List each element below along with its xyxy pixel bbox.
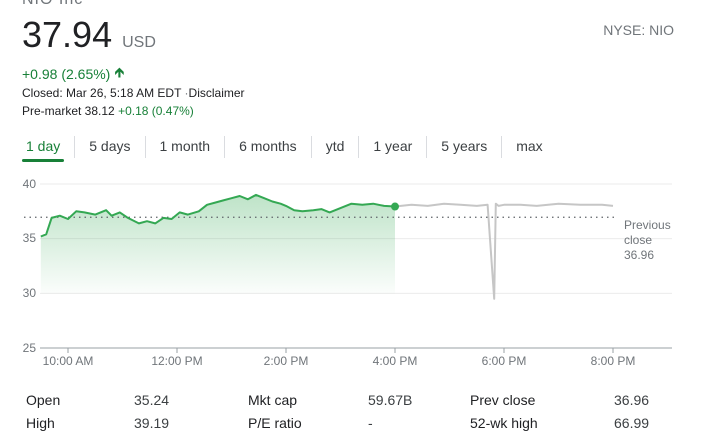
regular-session-area [40, 194, 396, 294]
stat-label-pe-ratio: P/E ratio [248, 415, 302, 431]
x-tick-label: 10:00 AM [43, 354, 94, 368]
currency: USD [122, 34, 156, 51]
stat-label-prev-close: Prev close [470, 392, 536, 408]
x-axis: 10:00 AM 12:00 PM 2:00 PM 4:00 PM 6:00 P… [43, 348, 636, 368]
prev-close-label-line1: Previous [624, 218, 671, 232]
x-tick-label: 12:00 PM [151, 354, 202, 368]
market-status: Closed: Mar 26, 5:18 AM EDT ·Disclaimer [22, 86, 245, 100]
tab-5-years[interactable]: 5 years [426, 136, 501, 158]
price-row: 37.94 USD [22, 14, 156, 56]
company-name: NIO Inc [22, 0, 83, 9]
tab-1-year[interactable]: 1 year [358, 136, 426, 158]
x-tick-label: 2:00 PM [264, 354, 309, 368]
stats-row: High 39.19 P/E ratio - 52-wk high 66.99 [26, 415, 676, 438]
arrow-up-icon: 🡹 [114, 64, 125, 80]
current-price: 37.94 [22, 14, 113, 55]
key-stats-table: Open 35.24 Mkt cap 59.67B Prev close 36.… [26, 392, 676, 438]
stat-label-mkt-cap: Mkt cap [248, 392, 298, 408]
stat-value-mkt-cap: 59.67B [368, 392, 413, 408]
y-tick-label: 25 [23, 341, 37, 355]
exchange-ticker: NYSE: NIO [603, 22, 674, 38]
y-tick-label: 40 [23, 177, 37, 191]
disclaimer-link[interactable]: Disclaimer [188, 86, 245, 100]
premarket-info: Pre-market 38.12 +0.18 (0.47%) [22, 104, 194, 118]
stat-value-52wk-high: 66.99 [614, 415, 650, 431]
previous-close-label: Previous close 36.96 [624, 218, 671, 262]
stat-label-open: Open [26, 392, 61, 408]
stats-row: Open 35.24 Mkt cap 59.67B Prev close 36.… [26, 392, 676, 415]
x-tick-label: 8:00 PM [591, 354, 636, 368]
tab-max[interactable]: max [501, 136, 556, 158]
prev-close-label-line2: close [624, 233, 652, 247]
last-price-marker [391, 202, 399, 211]
tab-1-month[interactable]: 1 month [144, 136, 225, 158]
tab-ytd[interactable]: ytd [310, 136, 359, 158]
stat-label-high: High [26, 415, 55, 431]
y-axis-labels: 40 35 30 25 [23, 177, 37, 355]
x-tick-label: 6:00 PM [482, 354, 527, 368]
closed-time: Closed: Mar 26, 5:18 AM EDT [22, 86, 182, 100]
regular-session-line [40, 193, 396, 238]
stat-value-pe-ratio: - [368, 415, 373, 431]
range-tabs: 1 day 5 days 1 month 6 months ytd 1 year… [22, 136, 557, 162]
tab-6-months[interactable]: 6 months [224, 136, 311, 158]
tab-1-day[interactable]: 1 day [22, 136, 74, 162]
y-tick-label: 35 [23, 231, 37, 245]
prev-close-label-value: 36.96 [624, 248, 654, 262]
price-change: +0.98 (2.65%) 🡹 [22, 62, 124, 86]
tab-5-days[interactable]: 5 days [74, 136, 144, 158]
y-tick-label: 30 [23, 286, 37, 300]
x-tick-label: 4:00 PM [373, 354, 418, 368]
stat-label-52wk-high: 52-wk high [470, 415, 538, 431]
price-chart[interactable]: 40 35 30 25 Previous close 36.96 10:00 A… [0, 170, 728, 375]
premarket-change: +0.18 (0.47%) [118, 104, 194, 118]
stat-value-high: 39.19 [134, 415, 170, 431]
price-change-value: +0.98 (2.65%) [22, 66, 111, 82]
after-hours-line [394, 202, 614, 300]
stat-value-open: 35.24 [134, 392, 170, 408]
premarket-price: Pre-market 38.12 [22, 104, 115, 118]
stat-value-prev-close: 36.96 [614, 392, 650, 408]
